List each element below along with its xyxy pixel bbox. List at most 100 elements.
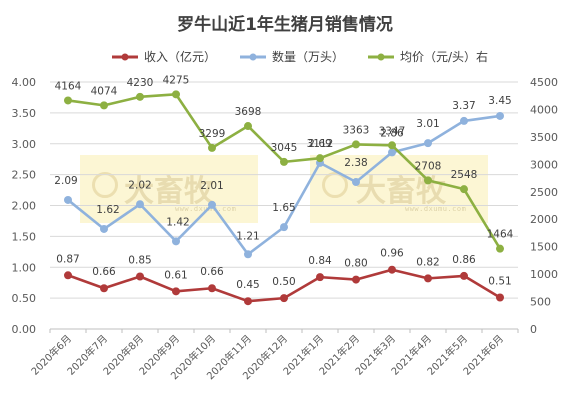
series-point [64,271,72,280]
chart-series [64,90,504,306]
legend-label: 收入（亿元） [144,49,216,64]
series-point [496,293,504,302]
series-point [208,200,216,209]
legend-item: 收入（亿元） [112,49,216,64]
data-label: 4275 [163,74,190,86]
data-label: 1.62 [96,204,119,216]
data-label: 3.45 [488,95,511,107]
series-point [244,297,252,306]
data-label: 0.86 [452,254,476,266]
data-label: 1464 [487,229,514,241]
y-right-tick-label: 2000 [530,213,558,226]
data-label: 0.50 [272,276,295,288]
series-point [388,265,396,274]
data-label: 4074 [91,85,118,97]
legend-item: 数量（万头） [240,49,344,64]
data-label: 1.21 [236,230,259,242]
series-point [280,223,288,232]
data-label: 3112 [307,138,334,150]
watermark-url-left: www.dxumu.com [175,205,237,213]
data-label: 2.01 [200,180,223,192]
legend-item: 均价（元/头）右 [368,49,488,64]
data-label: 2.38 [344,157,367,169]
series-point [100,101,108,110]
y-left-tick-label: 4.00 [12,76,37,89]
data-label: 2.69 [308,138,331,150]
data-label: 3698 [235,106,262,118]
data-label: 2.86 [380,127,404,139]
data-label: 0.84 [308,255,332,267]
series-group [64,90,504,253]
series-point [136,272,144,281]
data-label: 4230 [127,77,154,89]
data-label: 0.82 [416,256,439,268]
y-left-tick-label: 2.00 [12,200,37,213]
series-point [388,148,396,157]
data-label: 4164 [55,80,82,92]
series-point [316,273,324,282]
data-label: 0.96 [380,248,404,260]
series-point [208,284,216,293]
data-label: 2.02 [128,179,151,191]
legend-marker [121,53,129,61]
series-point [208,143,216,152]
series-point [496,111,504,120]
chart-gridlines [50,81,518,330]
series-point [388,141,396,150]
series-point [64,96,72,105]
data-label: 3045 [271,142,298,154]
y-right-tick-label: 500 [530,296,551,309]
series-point [424,176,432,185]
series-point [352,275,360,284]
legend-label: 均价（元/头）右 [400,49,488,64]
y-right-tick-label: 3000 [530,158,558,171]
data-label: 0.61 [164,269,187,281]
y-left-tick-label: 1.00 [12,261,37,274]
chart-legend: 收入（亿元） 数量（万头） 均价（元/头）右 [112,49,488,64]
y-right-tick-label: 3500 [530,131,558,144]
series-point [100,284,108,293]
series-point [172,237,180,246]
watermark-logo-right-icon [322,172,348,198]
y-right-tick-label: 4500 [530,76,558,89]
series-point [172,287,180,296]
legend-label: 数量（万头） [272,49,344,64]
y-left-tick-label: 3.00 [12,138,37,151]
y-right-tick-label: 1000 [530,268,558,281]
series-point [460,185,468,194]
data-label: 2.09 [54,175,77,187]
data-label: 0.85 [128,255,151,267]
series-point [424,139,432,148]
series-point [496,244,504,253]
legend-marker [377,53,385,61]
data-label: 1.42 [166,216,189,228]
y-right-tick-label: 1500 [530,241,558,254]
series-point [280,294,288,303]
series-point [460,116,468,125]
y-left-tick-label: 3.50 [12,107,37,120]
watermark-logo-left-icon [92,172,118,198]
series-point [424,274,432,283]
data-label: 3.37 [452,100,475,112]
series-point [244,122,252,131]
series-point [316,154,324,163]
y-left-tick-label: 0.00 [12,323,37,336]
legend-marker [249,53,257,61]
data-label: 0.51 [488,276,511,288]
series-point [352,178,360,187]
chart-title: 罗牛山近1年生猪月销售情况 [177,14,393,35]
chart-data-labels: 0.87 0.66 0.85 0.61 0.66 0.45 0.50 0.84 0.80 0.96… [54,74,513,291]
data-label: 1.65 [272,202,295,214]
y-left-tick-label: 1.50 [12,230,37,243]
series-point [172,90,180,99]
data-label: 3363 [343,124,370,136]
data-label: 0.66 [200,266,224,278]
y-right-tick-label: 2500 [530,186,558,199]
series-point [64,195,72,204]
data-label: 0.80 [344,258,367,270]
watermark-url-right: www.dxumu.com [405,205,467,213]
data-label: 3.01 [416,118,439,130]
series-point [136,92,144,101]
series-point [100,224,108,233]
